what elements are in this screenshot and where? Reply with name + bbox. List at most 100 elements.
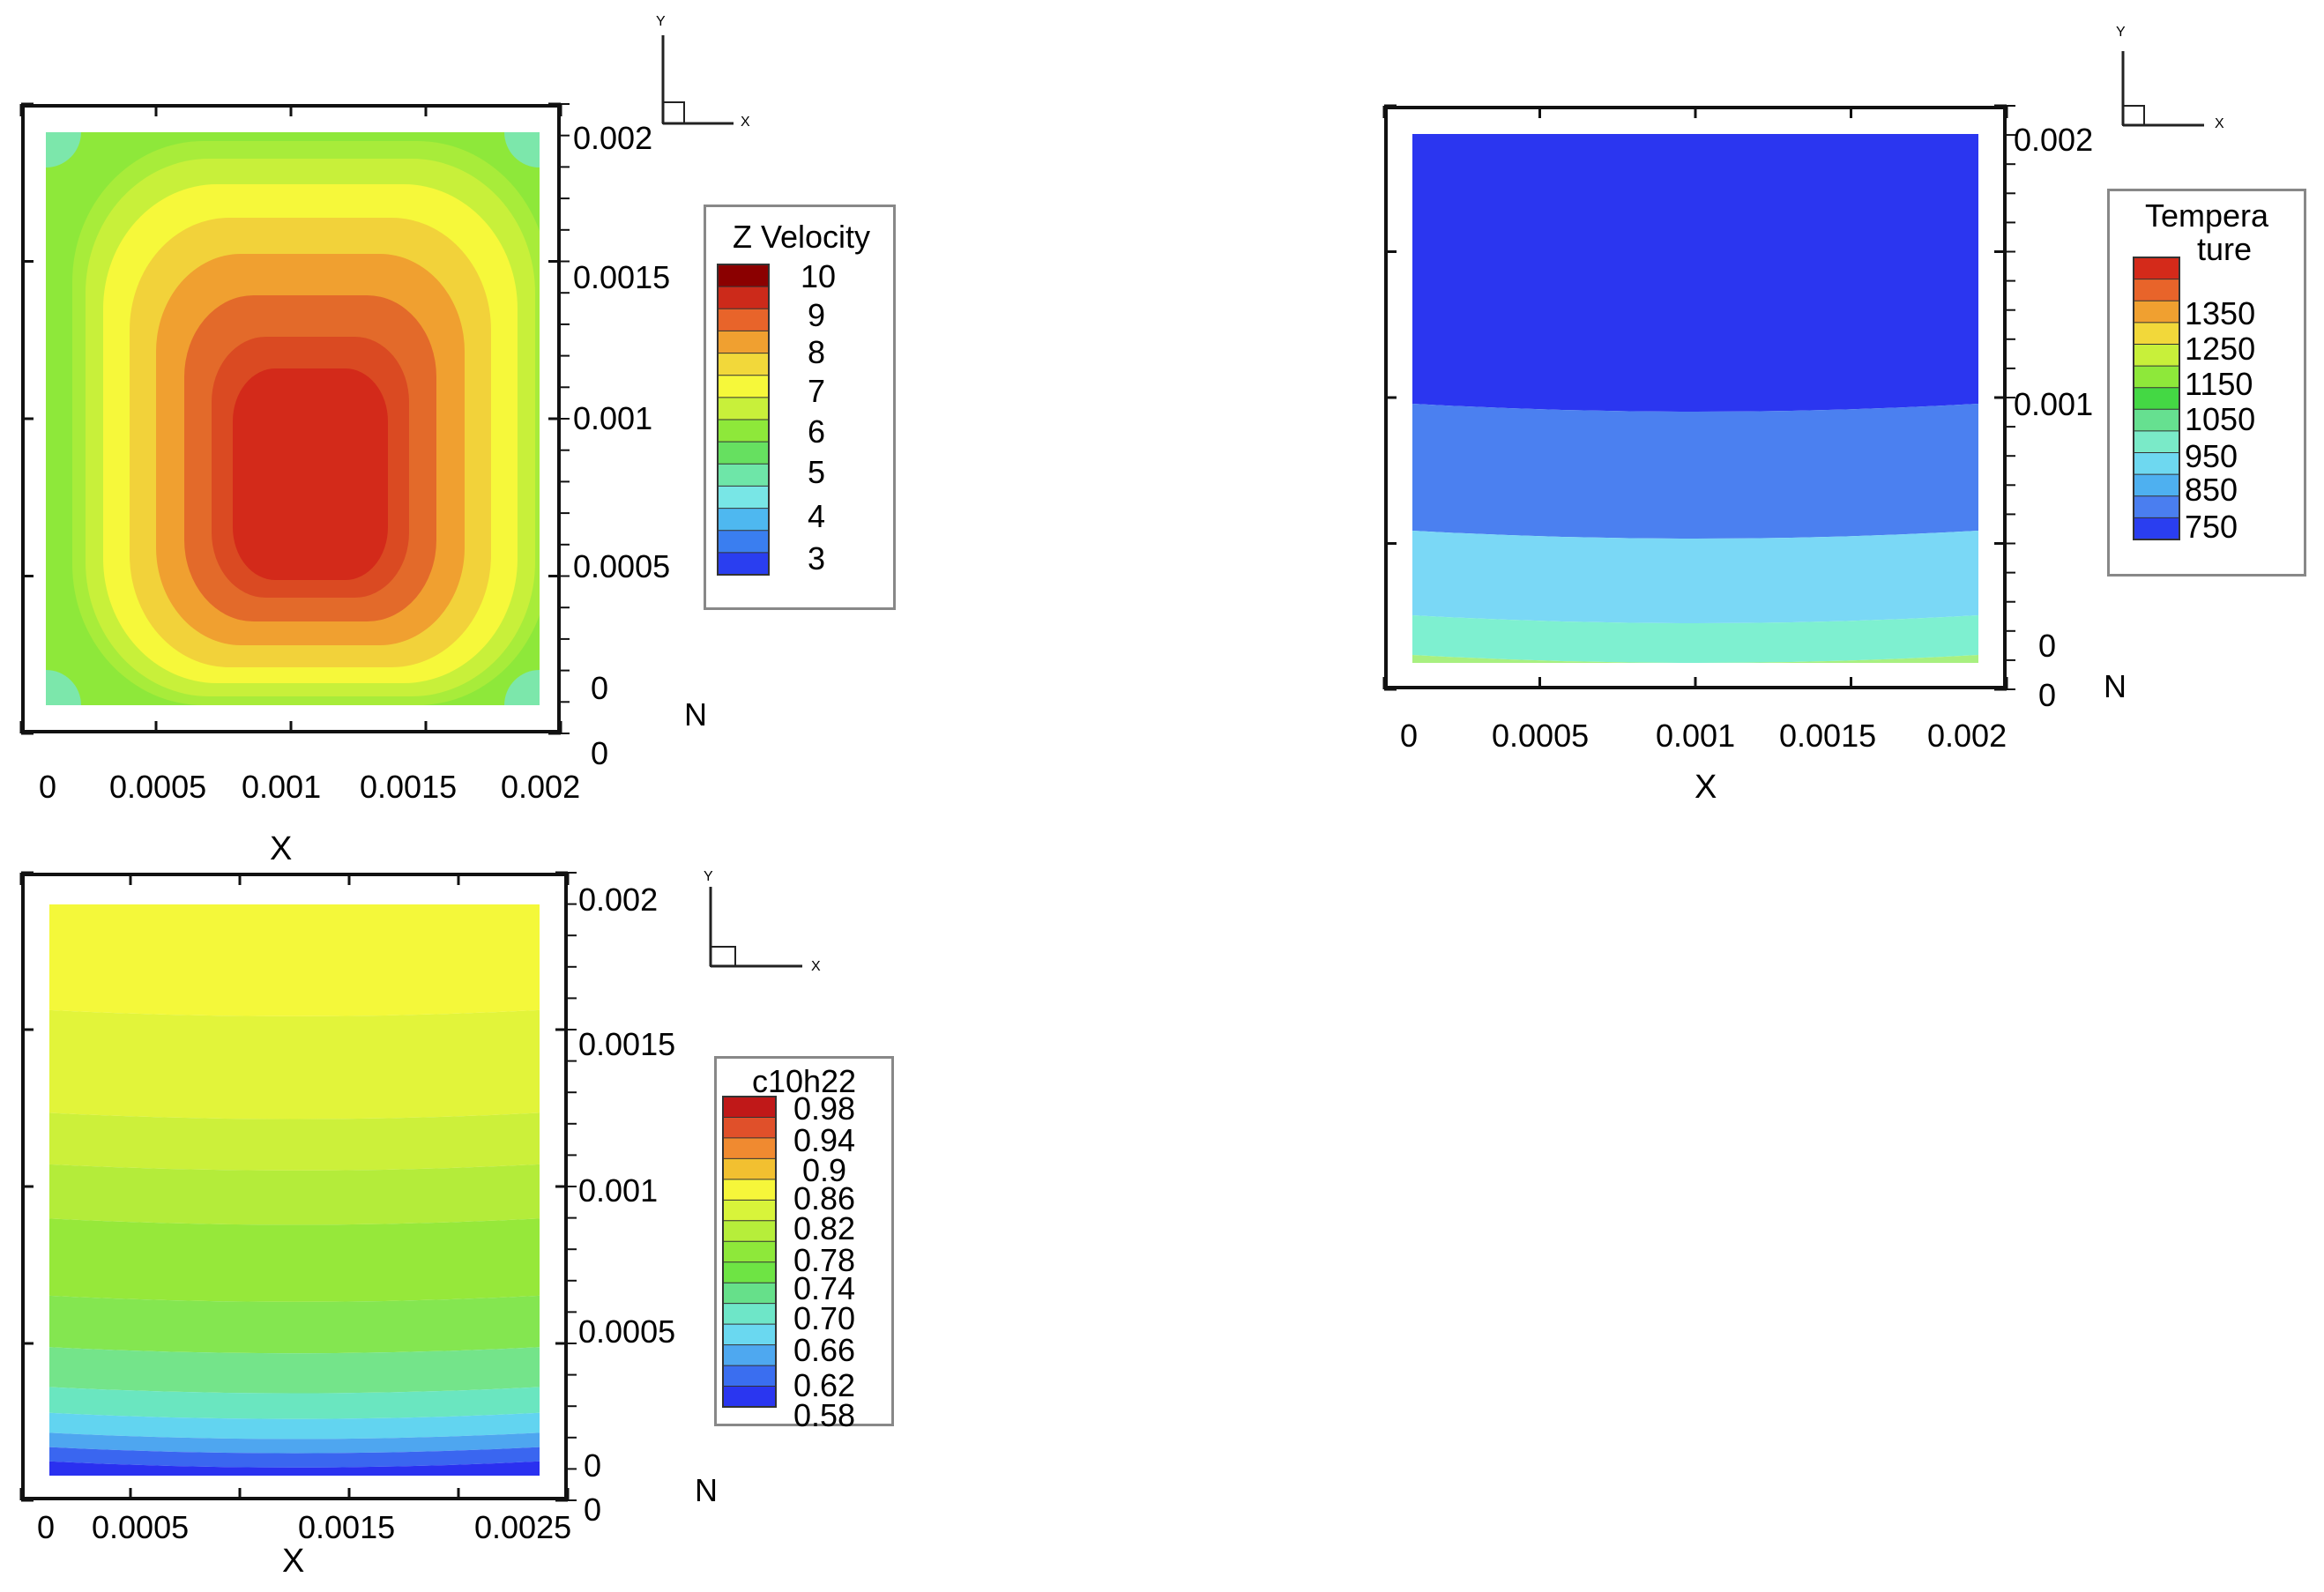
c10-legend-level-1: 0.94 xyxy=(793,1122,856,1158)
temp-xtick-4: 0.002 xyxy=(1927,718,2007,754)
legend-swatch-12 xyxy=(718,530,769,554)
zvel-ytick-1: 0.0015 xyxy=(573,259,671,295)
temp-xtick-2: 0.001 xyxy=(1656,718,1736,754)
band-1 xyxy=(1412,404,1978,539)
c10-xlabel: X xyxy=(282,1543,305,1580)
c10-legend-level-3: 0.86 xyxy=(793,1180,856,1216)
c10-ytick-0: 0.002 xyxy=(578,882,659,918)
temp-ytick-3: 0 xyxy=(2038,677,2057,713)
legend-swatch-11 xyxy=(2134,495,2179,518)
legend-outline xyxy=(722,1096,777,1408)
zvel-corner-1 xyxy=(504,132,540,167)
zvel-legend-level-6: 4 xyxy=(808,498,826,534)
temperature-ticks xyxy=(1382,104,2015,691)
legend-swatch-8 xyxy=(718,442,769,465)
zvel-xlabel: X xyxy=(270,830,293,867)
band-3 xyxy=(1412,615,1978,663)
zvel-axis-triad-icon xyxy=(661,35,734,125)
legend-swatch-13 xyxy=(723,1365,776,1387)
zvel-ytick-0: 0.002 xyxy=(573,120,653,156)
zvelocity-contours xyxy=(46,132,540,705)
c10h22-panel: 0.002 0.0015 0.001 0.0005 0 0 N 0 0.0005… xyxy=(0,846,970,1592)
temp-triad-y: Y xyxy=(2116,25,2126,40)
legend-swatch-0 xyxy=(723,1097,776,1118)
legend-swatch-12 xyxy=(723,1344,776,1366)
legend-swatch-3 xyxy=(723,1158,776,1180)
legend-swatch-10 xyxy=(718,486,769,510)
legend-swatch-13 xyxy=(718,552,769,576)
legend-swatch-1 xyxy=(2134,279,2179,301)
band-8 xyxy=(49,1412,540,1439)
temp-axis-triad-icon xyxy=(2121,51,2204,127)
legend-swatch-0 xyxy=(2134,257,2179,280)
c10-ytick-3: 0.0005 xyxy=(578,1313,676,1350)
legend-swatch-6 xyxy=(723,1220,776,1242)
band-1 xyxy=(49,1009,540,1120)
c10-legend-level-4: 0.82 xyxy=(793,1210,856,1246)
c10-xtick-3: 0.0025 xyxy=(474,1509,572,1545)
c10-legend-level-0: 0.98 xyxy=(793,1090,856,1127)
band-2 xyxy=(1412,531,1978,623)
zvel-xtick-0: 0 xyxy=(39,769,57,805)
zvel-xtick-3: 0.0015 xyxy=(360,769,458,805)
legend-swatch-4 xyxy=(2134,344,2179,367)
band-10 xyxy=(49,1447,540,1468)
zvel-ytick-4: 0 xyxy=(591,670,609,706)
band-9 xyxy=(49,1432,540,1454)
zvel-legend-level-1: 9 xyxy=(808,297,826,333)
legend-outline xyxy=(717,264,770,576)
c10-ytick-4: 0 xyxy=(584,1447,602,1484)
c10-triad-x: X xyxy=(811,959,821,974)
legend-swatch-9 xyxy=(718,464,769,487)
legend-swatch-3 xyxy=(2134,322,2179,345)
c10-legend-level-10: 0.58 xyxy=(793,1397,856,1433)
zvel-legend-level-4: 6 xyxy=(808,413,826,450)
c10-ytick-2: 0.001 xyxy=(578,1172,659,1209)
temp-xtick-3: 0.0015 xyxy=(1779,718,1877,754)
temp-legend-level-2: 1150 xyxy=(2185,366,2253,402)
temperature-plot xyxy=(1412,134,1978,663)
legend-swatch-2 xyxy=(723,1137,776,1159)
c10-legend-colorbar xyxy=(722,1096,777,1408)
legend-swatch-2 xyxy=(718,309,769,331)
legend-swatch-12 xyxy=(2134,517,2179,540)
legend-swatch-8 xyxy=(723,1261,776,1283)
temp-ytick-1: 0.001 xyxy=(2014,386,2094,422)
legend-swatch-11 xyxy=(723,1324,776,1346)
zvel-triad-x: X xyxy=(741,115,750,130)
zvel-triad-y: Y xyxy=(656,14,666,29)
zvel-extra-label: N xyxy=(684,696,707,733)
zvelocity-panel: 0.002 0.0015 0.001 0.0005 0 0 N 0 0.0005… xyxy=(0,0,970,873)
c10-xtick-1: 0.0005 xyxy=(92,1509,190,1545)
temp-xtick-0: 0 xyxy=(1400,718,1419,754)
zvelocity-ticks xyxy=(19,102,570,735)
c10-ytick-1: 0.0015 xyxy=(578,1026,676,1062)
c10h22-contours xyxy=(49,904,540,1476)
zvel-legend-level-3: 7 xyxy=(808,373,826,409)
legend-swatch-2 xyxy=(2134,301,2179,324)
zvel-corner-3 xyxy=(504,670,540,705)
c10-legend-level-8: 0.66 xyxy=(793,1332,856,1368)
legend-swatch-10 xyxy=(2134,474,2179,497)
band-0 xyxy=(49,904,540,1016)
zvel-legend-title: Z Velocity xyxy=(732,219,871,255)
legend-swatch-5 xyxy=(2134,366,2179,389)
legend-swatch-11 xyxy=(718,508,769,532)
c10-legend-title: c10h22 xyxy=(751,1063,857,1099)
legend-swatch-7 xyxy=(2134,409,2179,432)
temp-legend-level-0: 1350 xyxy=(2185,295,2256,331)
temp-extra-label: N xyxy=(2104,668,2127,704)
zvel-corner-2 xyxy=(46,670,81,705)
temperature-contours xyxy=(1412,134,1978,663)
zvel-corner-0 xyxy=(46,132,81,167)
band-11 xyxy=(49,1461,540,1476)
temp-legend-level-4: 950 xyxy=(2185,438,2238,474)
legend-swatch-10 xyxy=(723,1303,776,1325)
c10-legend-level-2: 0.9 xyxy=(802,1152,847,1188)
temp-triad-x: X xyxy=(2215,116,2224,131)
legend-swatch-0 xyxy=(718,264,769,287)
c10-axis-triad-icon xyxy=(709,887,802,968)
legend-swatch-1 xyxy=(723,1117,776,1139)
zvelocity-plot xyxy=(46,132,540,705)
c10-legend-level-6: 0.74 xyxy=(793,1270,856,1306)
